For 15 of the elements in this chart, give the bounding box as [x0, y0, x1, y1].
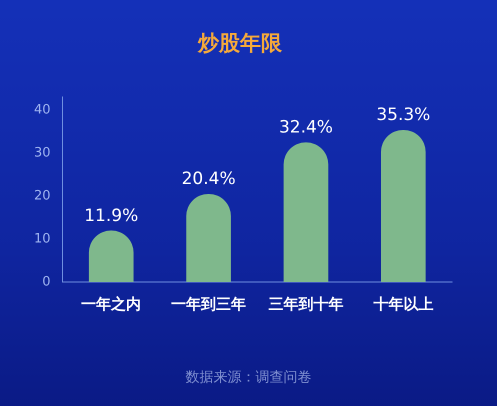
x-tick-label: 十年以上	[372, 294, 434, 313]
data-label: 11.9%	[84, 206, 138, 226]
y-tick-label: 20	[34, 188, 51, 204]
data-label: 35.3%	[376, 105, 430, 126]
chart-title: 炒股年限	[197, 31, 283, 56]
source-note: 数据来源：调查问卷	[186, 370, 312, 386]
y-tick-label: 10	[34, 231, 51, 246]
data-label: 32.4%	[278, 118, 333, 138]
y-tick-label: 30	[34, 145, 51, 160]
x-tick-label: 三年到十年	[268, 294, 344, 313]
y-tick-label: 0	[42, 274, 51, 290]
x-tick-label: 一年到三年	[171, 294, 246, 313]
data-label: 20.4%	[182, 169, 236, 190]
x-tick-label: 一年之内	[81, 294, 142, 313]
y-tick-label: 40	[34, 102, 51, 118]
